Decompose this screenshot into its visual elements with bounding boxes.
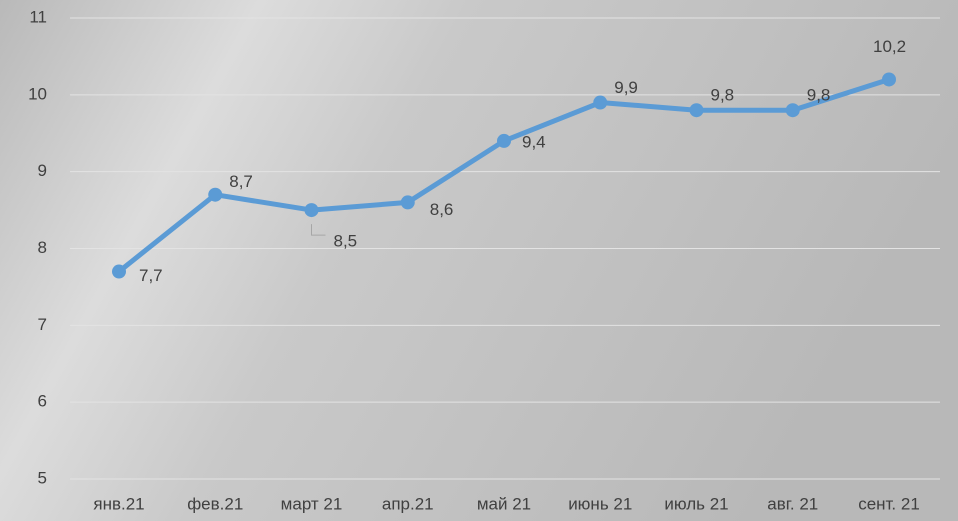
x-tick-label: сент. 21 — [858, 494, 920, 513]
data-label: 9,8 — [711, 86, 735, 105]
data-label: 9,8 — [807, 86, 831, 105]
data-point — [112, 265, 126, 279]
data-label: 9,4 — [522, 132, 546, 151]
x-tick-label: апр.21 — [382, 494, 434, 513]
data-point — [690, 103, 704, 117]
data-label: 8,7 — [229, 172, 253, 191]
x-tick-label: янв.21 — [93, 494, 144, 513]
data-point — [497, 134, 511, 148]
x-tick-label: март 21 — [281, 494, 343, 513]
data-point — [305, 203, 319, 217]
data-label: 8,5 — [334, 232, 358, 251]
y-tick-label: 8 — [38, 238, 47, 257]
y-tick-label: 6 — [38, 392, 47, 411]
data-label: 7,7 — [139, 266, 163, 285]
x-tick-label: июнь 21 — [568, 494, 632, 513]
data-label: 10,2 — [873, 37, 906, 56]
data-point — [593, 96, 607, 110]
chart: 5 6 7 8 9 10 11 янв.21 фев.21 март 21 апр.21 май 21… — [0, 0, 958, 521]
data-point — [786, 103, 800, 117]
data-label: 9,9 — [614, 78, 638, 97]
y-tick-label: 5 — [38, 468, 47, 487]
y-tick-label: 9 — [38, 161, 47, 180]
data-point — [401, 195, 415, 209]
y-tick-label: 10 — [28, 84, 47, 103]
background — [0, 0, 958, 521]
data-point — [882, 72, 896, 86]
x-tick-label: июль 21 — [664, 494, 728, 513]
data-point — [208, 188, 222, 202]
x-tick-label: май 21 — [477, 494, 531, 513]
data-label: 8,6 — [430, 200, 454, 219]
y-tick-label: 11 — [29, 7, 47, 26]
x-tick-label: фев.21 — [187, 494, 243, 513]
y-tick-label: 7 — [38, 315, 47, 334]
x-tick-label: авг. 21 — [767, 494, 818, 513]
